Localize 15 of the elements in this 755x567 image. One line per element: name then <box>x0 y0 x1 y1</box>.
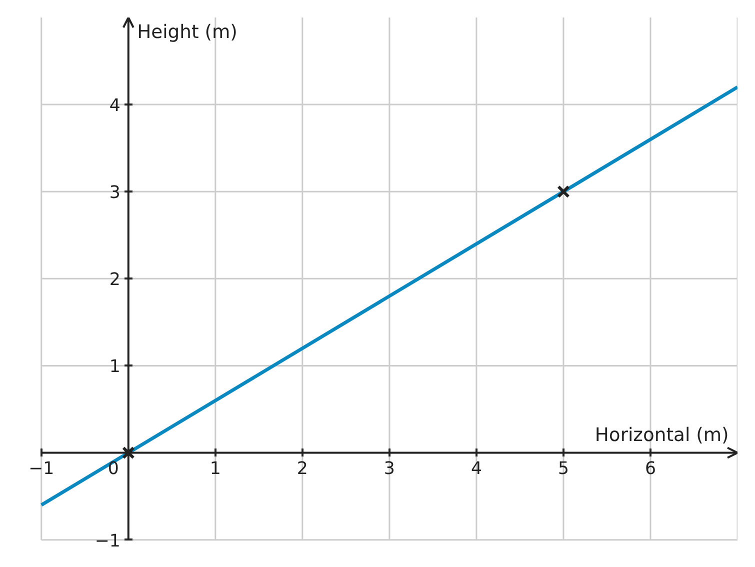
x-tick-label: 2 <box>296 458 308 479</box>
x-tick-label: 5 <box>558 458 569 479</box>
y-tick-label: 1 <box>109 357 120 378</box>
y-tick-label: 3 <box>109 183 120 204</box>
x-tick-label: 1 <box>210 458 221 479</box>
x-axis-title: Horizontal (m) <box>594 424 729 446</box>
y-tick-label: −1 <box>94 531 120 552</box>
x-tick-label: 4 <box>470 458 482 479</box>
y-tick-label: 2 <box>109 270 120 290</box>
x-tick-label: 6 <box>644 458 656 479</box>
x-tick-label: −1 <box>28 458 54 479</box>
x-tick-label: 3 <box>384 458 395 479</box>
y-axis-title: Height (m) <box>137 22 238 43</box>
y-tick-label: 4 <box>109 96 120 116</box>
x-tick-label: 0 <box>108 458 119 479</box>
